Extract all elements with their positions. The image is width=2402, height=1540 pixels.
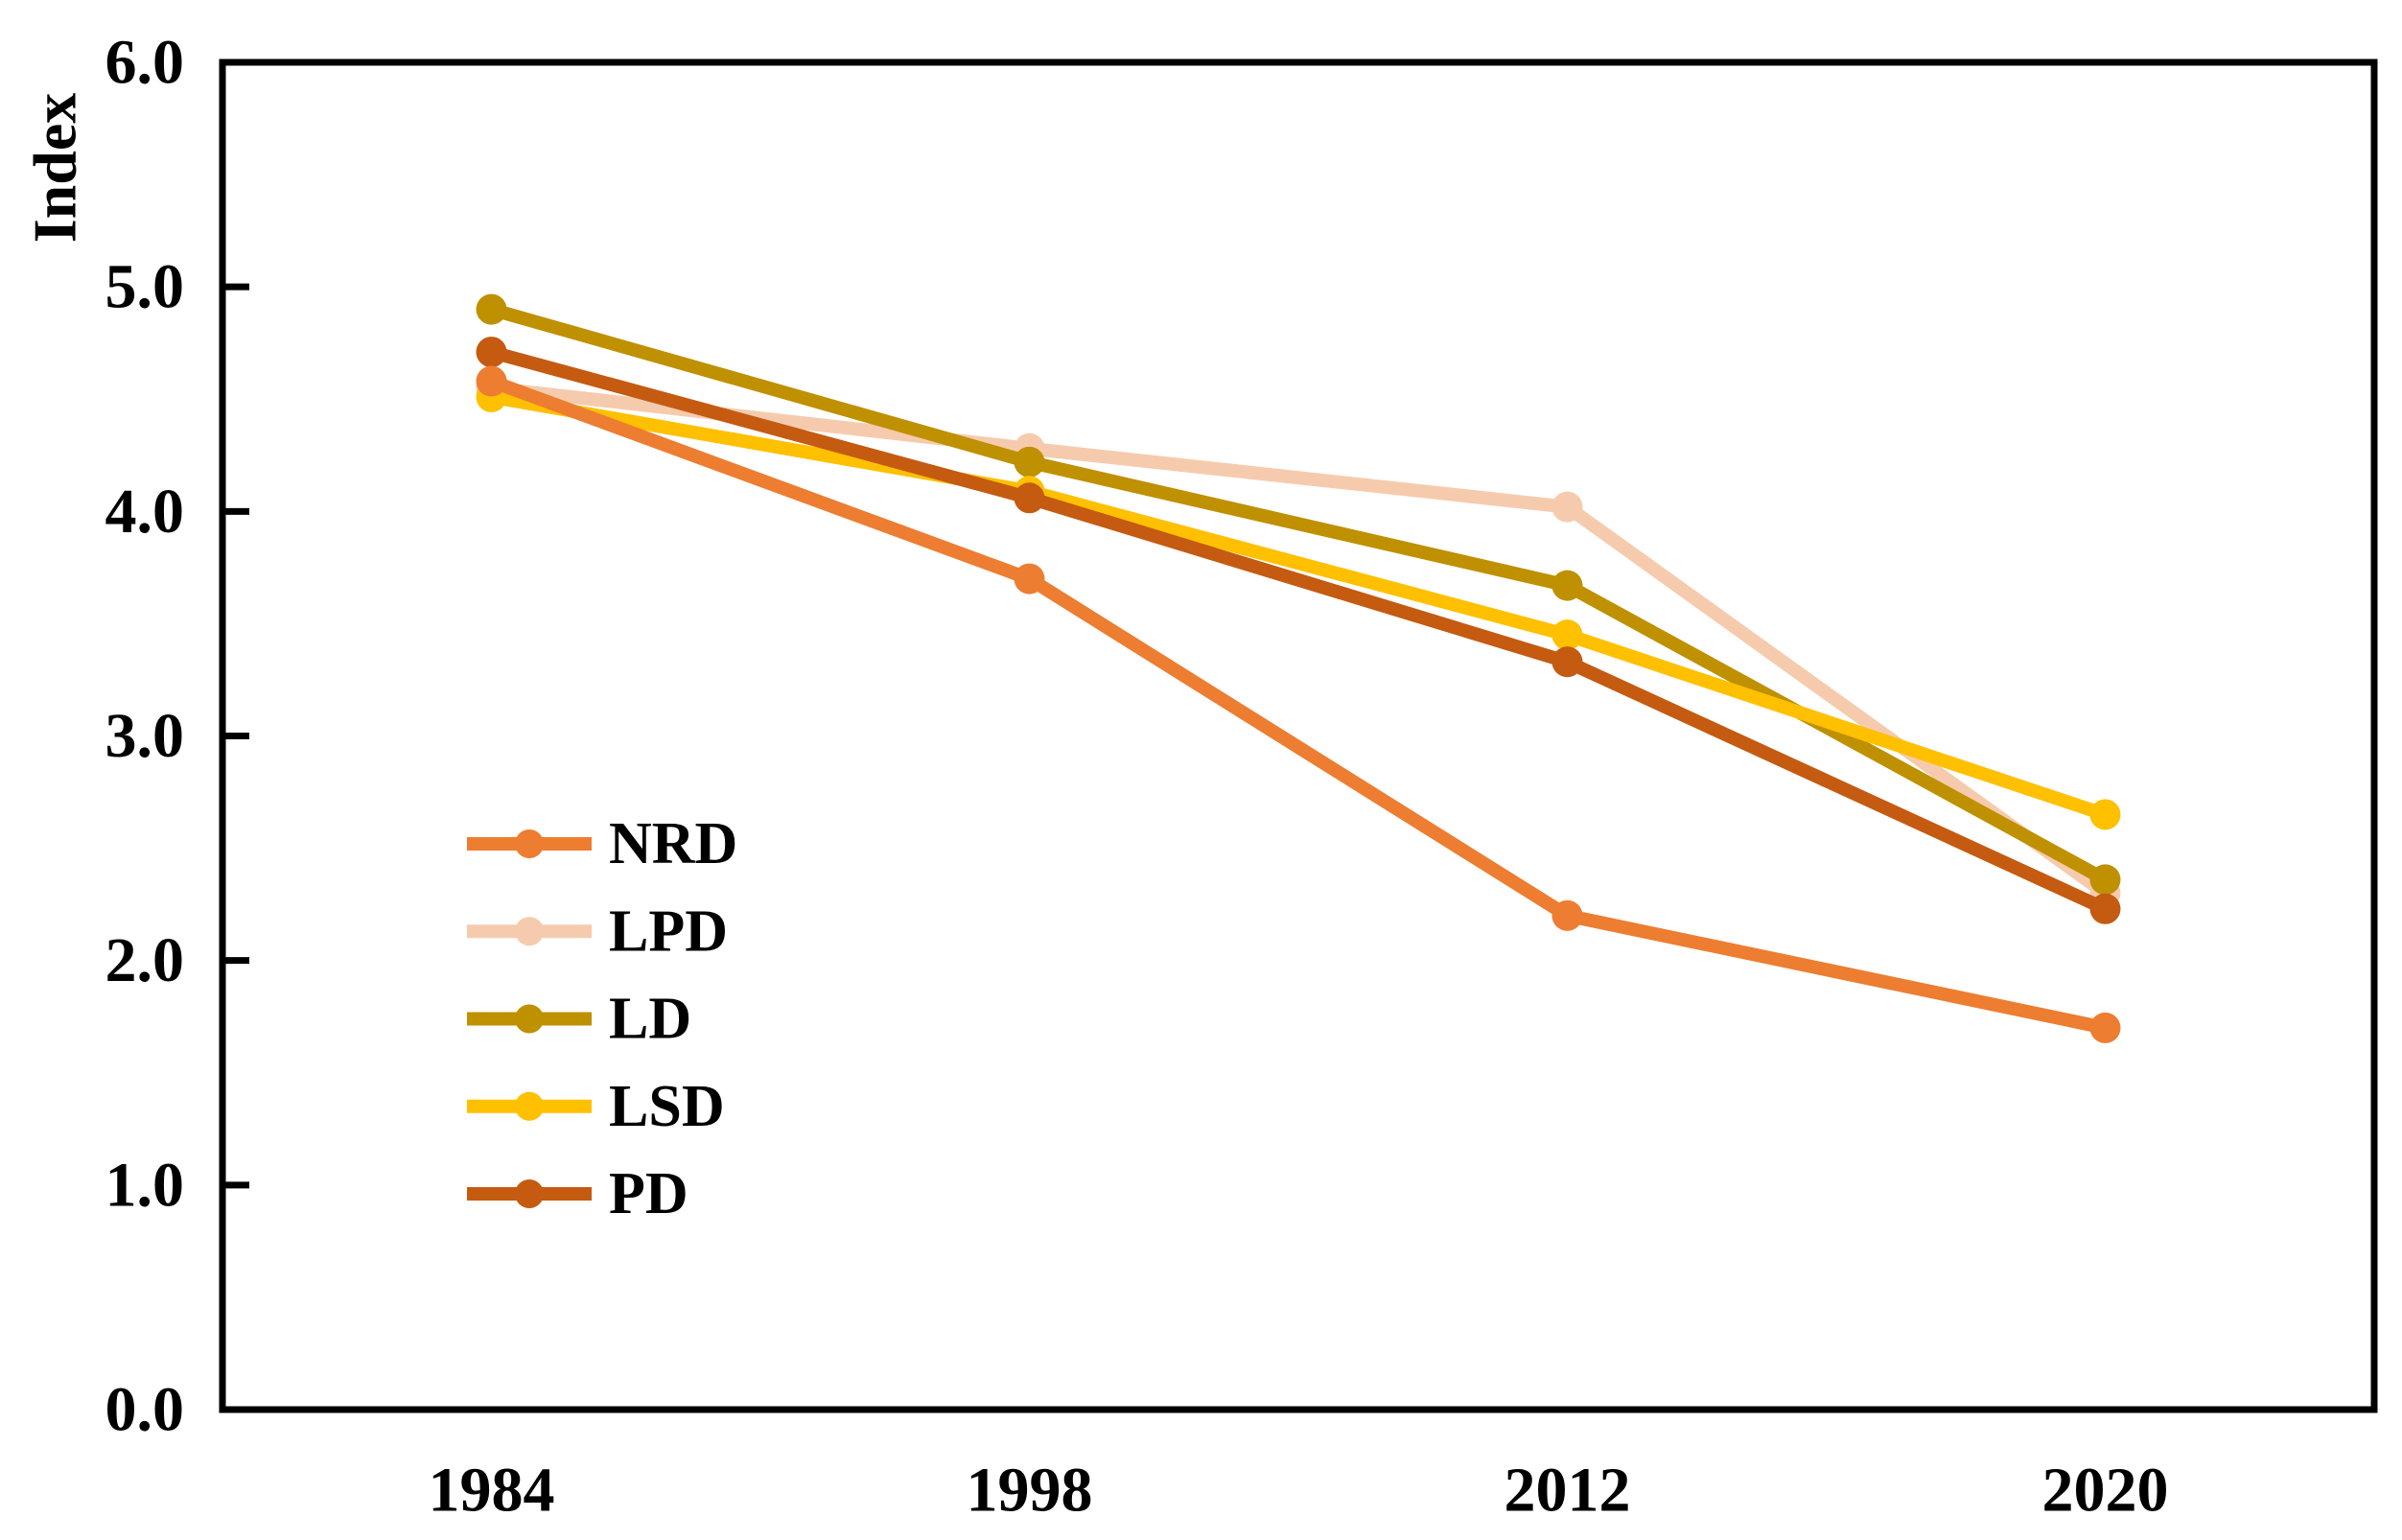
- plot-border: [219, 58, 2378, 1413]
- marker-LD-2020: [2089, 864, 2121, 896]
- series-line-LD: [484, 302, 2112, 887]
- legend-item-LD: LD: [467, 987, 691, 1052]
- legend-marker-dot: [515, 917, 544, 946]
- marker-LD-1984: [476, 293, 507, 325]
- marker-PD-2020: [2089, 893, 2121, 924]
- legend-label: NRD: [609, 811, 737, 876]
- legend-marker-dot: [515, 829, 544, 858]
- legend-item-LPD: LPD: [467, 898, 728, 964]
- series-line-LSD: [484, 389, 2112, 822]
- legend-label: LPD: [609, 898, 728, 964]
- y-axis-title: Index: [21, 93, 89, 244]
- y-tick-label: 1.0: [105, 1150, 185, 1220]
- legend-item-NRD: NRD: [467, 811, 737, 876]
- y-tick-label: 5.0: [105, 252, 185, 322]
- marker-PD-1984: [476, 337, 507, 368]
- legend-item-PD: PD: [467, 1161, 688, 1226]
- marker-NRD-2020: [2089, 1012, 2121, 1043]
- legend-label: PD: [609, 1161, 688, 1226]
- x-tick-label: 2020: [2042, 1456, 2169, 1526]
- x-tick-label: 2012: [1504, 1456, 1631, 1526]
- marker-NRD-2012: [1551, 899, 1583, 931]
- y-tick-label: 3.0: [105, 701, 185, 771]
- y-tick-label: 6.0: [105, 28, 185, 98]
- x-tick-label: 1984: [429, 1456, 555, 1526]
- series-line-NRD: [484, 374, 2112, 1035]
- marker-NRD-1984: [476, 365, 507, 397]
- marker-LD-1998: [1014, 446, 1045, 478]
- y-tick-label: 4.0: [105, 477, 185, 547]
- legend-label: LSD: [609, 1074, 725, 1139]
- x-tick-label: 1998: [967, 1456, 1093, 1526]
- marker-LD-2012: [1551, 570, 1583, 601]
- marker-PD-2012: [1551, 646, 1583, 678]
- legend-marker-dot: [515, 1179, 544, 1208]
- legend-label: LD: [609, 987, 691, 1052]
- legend-marker-dot: [515, 1004, 544, 1034]
- marker-PD-1998: [1014, 482, 1045, 514]
- marker-LSD-2012: [1551, 619, 1583, 651]
- legend-marker-dot: [515, 1091, 544, 1121]
- marker-NRD-1998: [1014, 563, 1045, 595]
- y-tick-label: 2.0: [105, 925, 185, 995]
- marker-LSD-2020: [2089, 799, 2121, 830]
- marker-LPD-2012: [1551, 491, 1583, 523]
- series-line-PD: [484, 345, 2112, 916]
- y-tick-label: 0.0: [105, 1375, 185, 1445]
- legend-item-LSD: LSD: [467, 1074, 725, 1139]
